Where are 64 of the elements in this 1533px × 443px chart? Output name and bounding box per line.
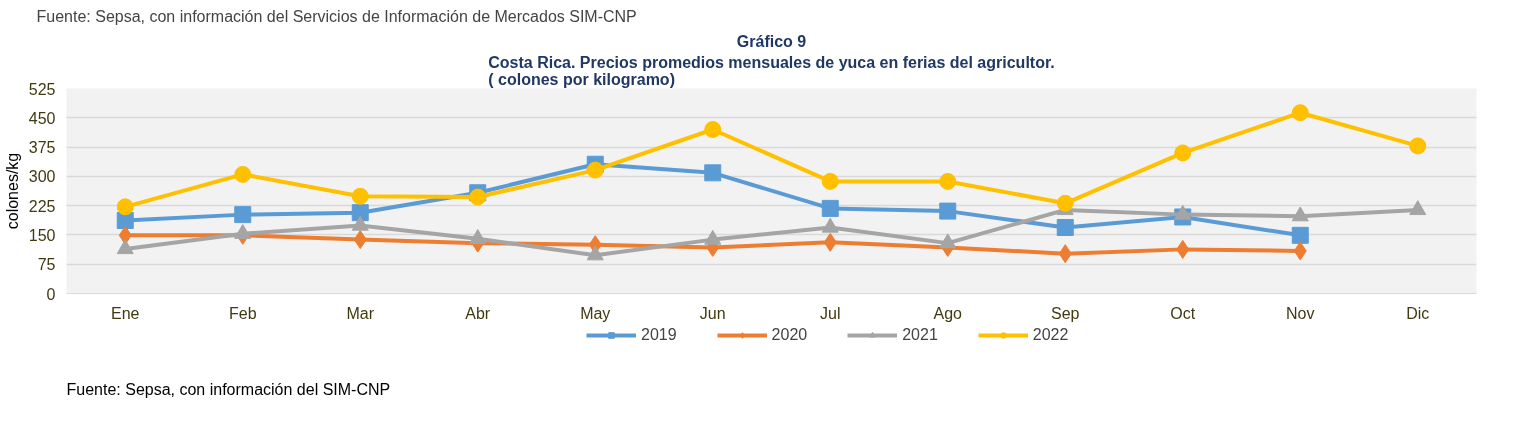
point (116, 239, 134, 255)
y-tick-label: 450 (28, 109, 56, 127)
x-tick-label: Mar (346, 304, 375, 322)
point (351, 204, 369, 222)
point (704, 229, 722, 245)
chart-subtitle: Costa Rica. Precios promedios mensuales de yuca en ferias del agricultor. ( colones por kilogramo) (488, 53, 1055, 88)
x-tick-label: Jun (699, 304, 726, 322)
point (351, 215, 369, 231)
y-tick-label: 375 (28, 139, 56, 157)
point (1056, 219, 1074, 237)
point (1291, 104, 1309, 122)
x-tick-label: May (580, 304, 611, 322)
y-axis-title: colones/kg (3, 152, 21, 230)
x-tick-label: Ene (111, 304, 140, 322)
legend-label: 2022 (1032, 326, 1069, 344)
point (1056, 194, 1074, 212)
point (821, 217, 839, 233)
y-tick-label: 150 (28, 226, 56, 244)
point (704, 164, 722, 182)
point (469, 229, 487, 244)
point (1174, 144, 1192, 162)
y-tick-label: 0 (46, 285, 56, 303)
point (821, 199, 839, 217)
point (939, 233, 957, 249)
x-tick-label: Abr (465, 304, 491, 322)
y-tick-label: 525 (28, 80, 56, 98)
x-tick-label: Nov (1286, 304, 1315, 322)
point (234, 224, 252, 239)
point (704, 121, 722, 138)
point (469, 188, 487, 206)
point (586, 161, 604, 179)
point (353, 230, 367, 250)
x-tick-label: Sep (1051, 304, 1080, 322)
source-note: Fuente: Sepsa, con información del SIM-CNP (66, 380, 391, 398)
point (939, 172, 957, 190)
point (118, 225, 132, 245)
point (823, 232, 837, 252)
point (1409, 137, 1427, 155)
point (586, 245, 604, 261)
point (821, 172, 839, 190)
point (234, 165, 252, 183)
y-tick-label: 75 (37, 256, 56, 274)
legend-label: 2020 (771, 326, 808, 344)
y-tick-label: 225 (28, 197, 56, 215)
chart-title: Gráfico 9 (736, 32, 807, 50)
x-tick-label: Dic (1406, 304, 1430, 322)
point (1409, 200, 1427, 216)
point (116, 198, 134, 216)
point (1058, 244, 1072, 264)
y-tick-label: 300 (28, 168, 56, 186)
point (351, 187, 369, 205)
point (939, 202, 957, 220)
legend-label: 2019 (641, 326, 677, 344)
point (1293, 241, 1307, 261)
source-note: Fuente: Sepsa, con información del Servicios de Información de Mercados SIM-CNP (36, 7, 637, 25)
point (1291, 206, 1309, 222)
point (234, 206, 252, 224)
legend-label: 2021 (902, 326, 938, 344)
x-tick-label: Ago (933, 304, 963, 322)
point (1176, 239, 1190, 259)
x-tick-label: Jul (820, 304, 841, 322)
x-tick-label: Feb (228, 304, 257, 322)
x-tick-label: Oct (1170, 304, 1196, 322)
point (1291, 226, 1309, 244)
